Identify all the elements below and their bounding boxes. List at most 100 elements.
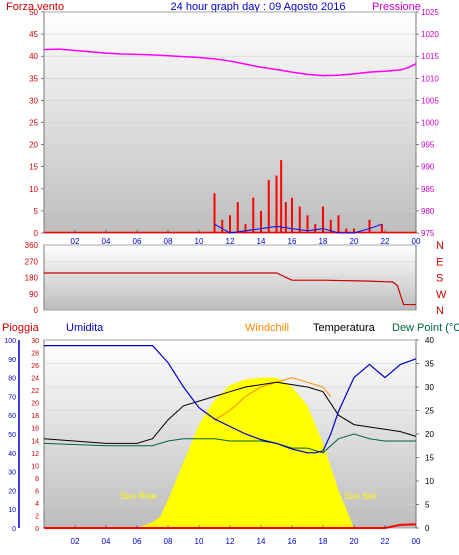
temperature-tick-label: 30 [425,383,434,392]
compass-tick-label: N [436,240,444,252]
humidity-tick-label: 40 [8,451,16,458]
wind-tick-label: 50 [29,8,38,17]
humidity-tick-label: 50 [8,432,16,439]
series-temperature [43,381,417,444]
wind-tick-label: 10 [29,185,38,194]
temperature-tick-label: 20 [425,430,434,439]
temperature-tick-label: 15 [425,454,434,463]
wind-bar [284,202,287,233]
humidity-axis-title: Umidita [66,322,104,334]
wind-bar [291,197,293,233]
temperature-tick-label: 5 [425,501,430,510]
wind-tick-label: 0 [34,229,39,238]
x-tick-label: 06 [133,237,142,246]
x-tick-label: 18 [319,237,328,246]
temperature-tick-label: 40 [425,336,434,345]
humidity-tick-label: 100 [4,338,16,345]
direction-tick-label: 360 [25,241,39,250]
pressure-tick-label: 990 [421,163,435,172]
temperature-tick-label: 35 [425,360,434,369]
series-solar-radiation [137,377,354,528]
wind-bar [221,219,224,233]
pressure-tick-label: 1005 [421,96,439,105]
rain-tick-label: 26 [31,363,39,370]
humidity-axis-ticks: 0 10 20 30 40 50 60 70 80 90 100 [4,338,20,533]
x-tick-label: 20 [350,537,359,546]
wind-bar [314,224,317,233]
rain-tick-label: 14 [31,438,39,445]
direction-tick-label: 90 [29,290,38,299]
wind-bar [345,228,348,233]
x-tick-label: 02 [71,537,80,546]
series-wind-direction [44,272,416,306]
pressure-tick-label: 980 [421,207,435,216]
humidity-tick-label: 90 [8,357,16,364]
temperature-legend: Temperatura [313,322,376,334]
wind-bar [368,219,371,233]
direction-tick-label: 180 [25,274,39,283]
series-dewpoint [43,433,416,454]
humidity-tick-label: 70 [8,394,16,401]
wind-bar [229,215,231,233]
pressure-tick-label: 1015 [421,52,439,61]
rain-tick-label: 20 [31,401,39,408]
humidity-tick-label: 20 [8,488,16,495]
compass-tick-label: W [436,289,447,301]
temperature-tick-label: 0 [425,524,430,533]
x-tick-label: 14 [257,537,266,546]
wind-tick-label: 35 [29,74,38,83]
pressure-tick-label: 1000 [421,119,439,128]
pressure-tick-label: 985 [421,185,435,194]
humidity-tick-label: 10 [8,507,16,514]
humidity-tick-label: 0 [12,526,16,533]
rain-tick-label: 22 [31,388,39,395]
x-tick-label: 10 [195,537,204,546]
wind-tick-label: 45 [29,30,38,39]
chart-title: 24 hour graph day : 09 Agosto 2016 [171,1,346,13]
x-tick-label: 22 [381,537,390,546]
temperature-axis-ticks: 0 5 10 15 20 25 30 35 40 [416,336,434,533]
x-tick-label: 14 [257,237,266,246]
climate-x-ticks: 02 04 06 08 10 12 14 16 18 20 22 00 [71,525,421,546]
rain-tick-label: 0 [35,526,39,533]
wind-bar [322,206,324,233]
series-pressure [43,48,417,77]
wind-tick-label: 20 [29,141,38,150]
series-gust [214,223,383,234]
wind-bar [244,224,247,233]
rain-tick-label: 16 [31,426,39,433]
x-tick-label: 10 [195,237,204,246]
rain-tick-label: 28 [31,351,39,358]
x-tick-label: 00 [412,237,421,246]
series-humidity [44,345,417,454]
humidity-tick-label: 60 [8,413,16,420]
x-tick-label: 04 [102,237,111,246]
wind-bar [380,224,383,233]
humidity-tick-label: 80 [8,376,16,383]
wind-axis-ticks: 0 5 10 15 20 25 30 35 40 45 50 [29,8,44,238]
dewpoint-legend: Dew Point (°C [392,322,459,334]
rain-tick-label: 2 [35,513,39,520]
wind-direction-grid [44,244,416,311]
x-tick-label: 18 [319,537,328,546]
x-tick-label: 02 [71,237,80,246]
x-tick-label: 12 [226,237,235,246]
pressure-tick-label: 1010 [421,74,439,83]
x-tick-label: 22 [381,237,390,246]
x-tick-label: 16 [288,537,297,546]
wind-tick-label: 5 [34,207,39,216]
wind-bar [298,206,301,233]
x-tick-label: 16 [288,237,297,246]
pressure-tick-label: 1025 [421,8,439,17]
pressure-tick-label: 995 [421,141,435,150]
x-tick-label: 08 [164,237,173,246]
wind-tick-label: 15 [29,163,38,172]
pressure-axis-ticks: 975 980 985 990 995 1000 1005 1010 1015 1020 1025 [416,8,439,238]
compass-tick-label: N [436,305,444,317]
wind-tick-label: 30 [29,96,38,105]
x-tick-label: 20 [350,237,359,246]
x-tick-label: 06 [133,537,142,546]
rain-tick-label: 12 [31,451,39,458]
x-tick-label: 04 [102,537,111,546]
wind-bar [275,175,278,233]
